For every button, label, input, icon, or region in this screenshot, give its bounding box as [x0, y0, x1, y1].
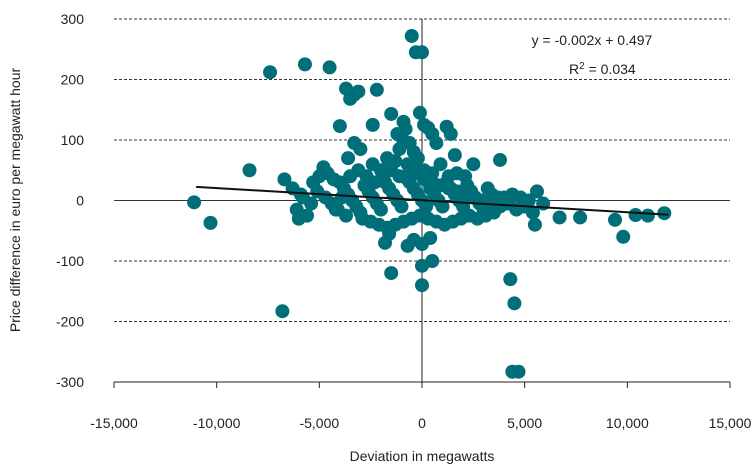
- x-tick-label-4: 5,000: [507, 415, 542, 431]
- trendline-equation: y = -0.002x + 0.497: [532, 32, 653, 48]
- data-point-119: [458, 169, 472, 183]
- data-point-3: [263, 65, 277, 79]
- x-tick-label-1: -10,000: [193, 415, 241, 431]
- data-point-152: [425, 254, 439, 268]
- data-point-158: [329, 203, 343, 217]
- data-point-16: [341, 151, 355, 165]
- data-point-10: [351, 85, 365, 99]
- data-point-103: [616, 230, 630, 244]
- x-tick-label-0: -15,000: [90, 415, 138, 431]
- data-point-116: [433, 157, 447, 171]
- data-point-17: [384, 107, 398, 121]
- r-squared-symbol: R: [569, 61, 579, 77]
- y-tick-label-4: 100: [61, 132, 85, 148]
- data-point-64: [394, 200, 408, 214]
- data-point-12: [366, 118, 380, 132]
- data-point-157: [512, 365, 526, 379]
- x-tick-label-3: 0: [418, 415, 426, 431]
- data-point-154: [503, 272, 517, 286]
- data-point-150: [384, 266, 398, 280]
- data-point-15: [353, 142, 367, 156]
- data-point-35: [405, 29, 419, 43]
- data-point-33: [466, 157, 480, 171]
- data-point-111: [392, 142, 406, 156]
- data-point-149: [423, 231, 437, 245]
- data-point-5: [298, 57, 312, 71]
- data-point-11: [370, 83, 384, 97]
- x-axis-title: Deviation in megawatts: [350, 448, 495, 464]
- data-point-32: [448, 148, 462, 162]
- x-tick-label-2: -5,000: [299, 415, 339, 431]
- y-tick-label-6: 300: [61, 11, 85, 27]
- data-point-99: [528, 218, 542, 232]
- data-point-34: [493, 153, 507, 167]
- y-tick-label-5: 200: [61, 72, 85, 88]
- data-point-25: [413, 106, 427, 120]
- r-squared-label: R2 = 0.034: [569, 61, 636, 78]
- y-tick-label-0: -300: [56, 374, 84, 390]
- data-point-105: [641, 209, 655, 223]
- data-point-13: [333, 119, 347, 133]
- y-axis-title: Price difference in euro per megawatt ho…: [7, 68, 23, 333]
- data-point-59: [374, 203, 388, 217]
- x-tick-label-6: 15,000: [709, 415, 752, 431]
- x-tick-label-5: 10,000: [606, 415, 649, 431]
- data-point-102: [608, 213, 622, 227]
- x-tick-labels: -15,000 -10,000 -5,000 0 5,000 10,000 15,000: [90, 415, 751, 431]
- data-point-21: [399, 122, 413, 136]
- data-point-0: [187, 195, 201, 209]
- data-point-1: [204, 216, 218, 230]
- y-tick-label-3: 0: [76, 193, 84, 209]
- data-point-31: [444, 127, 458, 141]
- data-point-29: [429, 136, 443, 150]
- data-point-100: [553, 210, 567, 224]
- y-tick-label-2: -100: [56, 253, 84, 269]
- data-point-2: [243, 163, 257, 177]
- data-point-104: [629, 208, 643, 222]
- data-point-97: [530, 184, 544, 198]
- data-point-153: [415, 278, 429, 292]
- y-tick-labels: -300 -200 -100 0 100 200 300: [56, 11, 84, 390]
- data-point-4: [275, 304, 289, 318]
- data-point-43: [300, 209, 314, 223]
- y-tick-label-1: -200: [56, 314, 84, 330]
- data-point-121: [304, 197, 318, 211]
- data-points: [187, 29, 671, 379]
- data-point-155: [507, 296, 521, 310]
- data-point-6: [323, 60, 337, 74]
- data-point-101: [573, 210, 587, 224]
- data-point-159: [335, 190, 349, 204]
- data-point-179: [499, 197, 513, 211]
- data-point-37: [415, 45, 429, 59]
- r-squared-value: = 0.034: [585, 61, 636, 77]
- data-point-145: [382, 227, 396, 241]
